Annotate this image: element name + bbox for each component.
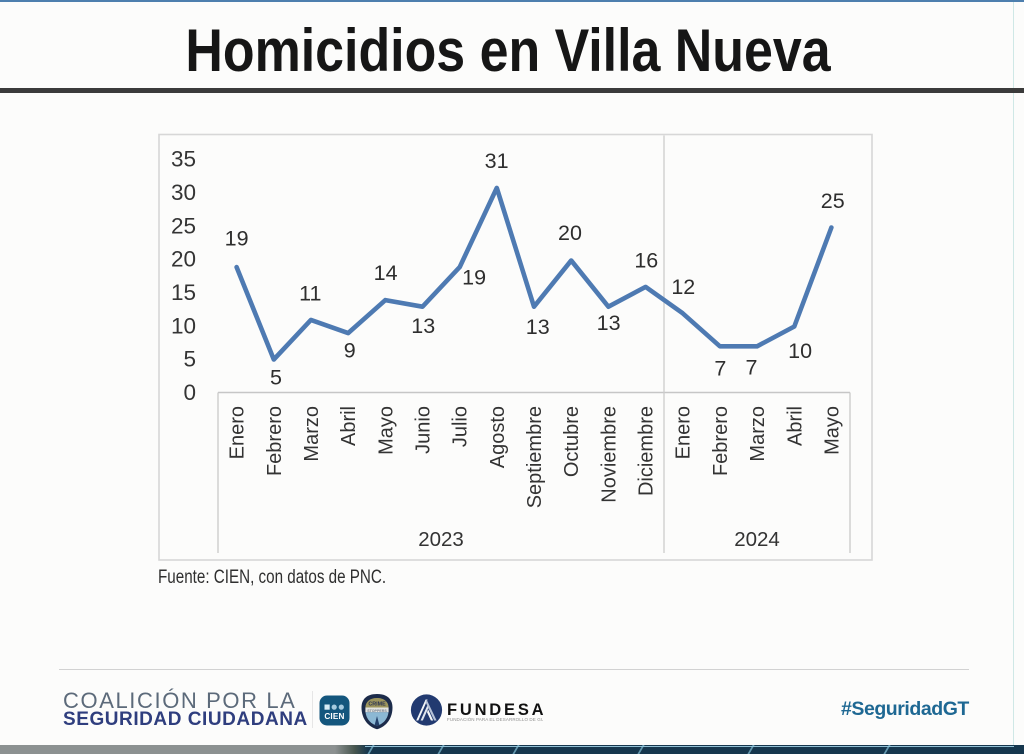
svg-text:Enero: Enero — [227, 406, 249, 459]
svg-text:Mayo: Mayo — [375, 406, 397, 455]
svg-text:16: 16 — [634, 249, 658, 273]
svg-text:10: 10 — [788, 339, 812, 363]
svg-text:Agosto: Agosto — [487, 406, 509, 468]
svg-text:7: 7 — [746, 356, 758, 380]
svg-text:13: 13 — [526, 315, 550, 339]
svg-text:Mayo: Mayo — [821, 406, 843, 455]
svg-text:19: 19 — [462, 266, 486, 290]
svg-text:31: 31 — [485, 149, 509, 173]
svg-text:30: 30 — [171, 180, 196, 205]
svg-text:15: 15 — [171, 280, 196, 305]
svg-text:13: 13 — [411, 314, 435, 338]
svg-text:20: 20 — [558, 221, 582, 245]
svg-text:Noviembre: Noviembre — [598, 406, 620, 503]
svg-text:13: 13 — [597, 311, 621, 335]
svg-text:Abril: Abril — [338, 406, 360, 446]
svg-text:25: 25 — [821, 189, 845, 213]
svg-text:Julio: Julio — [450, 406, 472, 447]
svg-text:Diciembre: Diciembre — [636, 406, 658, 496]
svg-text:Febrero: Febrero — [264, 406, 286, 476]
svg-text:Marzo: Marzo — [301, 406, 323, 462]
svg-text:25: 25 — [171, 213, 196, 238]
svg-text:0: 0 — [183, 380, 196, 405]
svg-text:Febrero: Febrero — [710, 406, 732, 476]
svg-text:Octubre: Octubre — [561, 406, 583, 477]
svg-text:19: 19 — [225, 227, 249, 251]
svg-text:7: 7 — [714, 357, 726, 381]
svg-text:CIEN: CIEN — [324, 712, 344, 721]
svg-text:STOPPERS: STOPPERS — [367, 709, 387, 713]
svg-text:20: 20 — [171, 247, 196, 272]
svg-text:Abril: Abril — [784, 406, 806, 446]
svg-text:2023: 2023 — [418, 528, 464, 551]
svg-text:10: 10 — [171, 313, 196, 338]
svg-text:CRIME: CRIME — [368, 701, 386, 707]
svg-text:2024: 2024 — [734, 528, 780, 551]
svg-text:5: 5 — [270, 366, 282, 390]
svg-text:14: 14 — [374, 261, 398, 285]
svg-text:Septiembre: Septiembre — [524, 406, 546, 508]
svg-text:5: 5 — [183, 347, 196, 372]
svg-text:Enero: Enero — [673, 406, 695, 459]
svg-text:9: 9 — [344, 339, 356, 363]
svg-text:Marzo: Marzo — [747, 406, 769, 462]
svg-text:35: 35 — [171, 147, 196, 172]
svg-text:Junio: Junio — [413, 406, 435, 454]
svg-text:12: 12 — [671, 275, 695, 299]
svg-text:11: 11 — [299, 282, 321, 306]
